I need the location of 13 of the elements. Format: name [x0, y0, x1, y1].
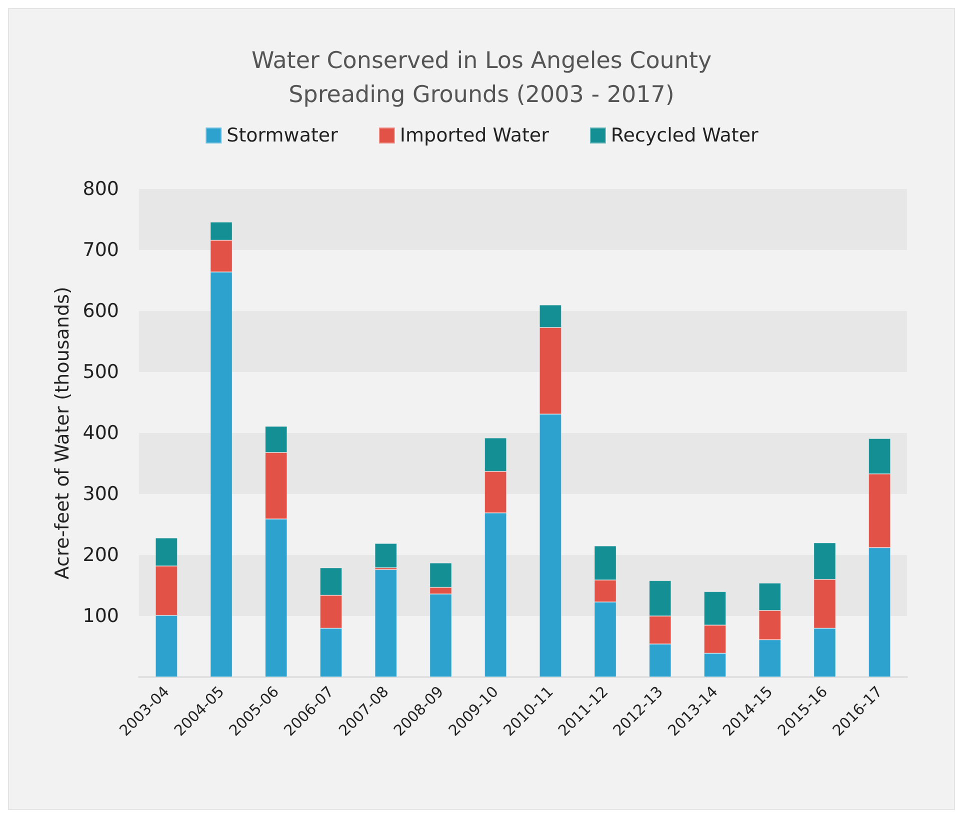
y-tick-label: 600: [82, 300, 119, 322]
y-tick-label: 400: [82, 422, 119, 444]
legend-label: Recycled Water: [610, 124, 759, 146]
y-tick-label: 200: [82, 544, 119, 566]
y-tick-label: 300: [82, 483, 119, 505]
y-axis-title: Acre-feet of Water (thousands): [51, 286, 74, 580]
y-tick-label: 800: [82, 178, 119, 200]
legend-label: Stormwater: [226, 124, 338, 146]
chart-title: Water Conserved in Los Angeles County Spreading Grounds (2003 - 2017): [251, 48, 712, 108]
legend-label: Imported Water: [400, 124, 550, 146]
y-tick-label: 100: [82, 605, 119, 627]
y-tick-label: 500: [82, 361, 119, 383]
y-tick-label: 700: [82, 239, 119, 261]
